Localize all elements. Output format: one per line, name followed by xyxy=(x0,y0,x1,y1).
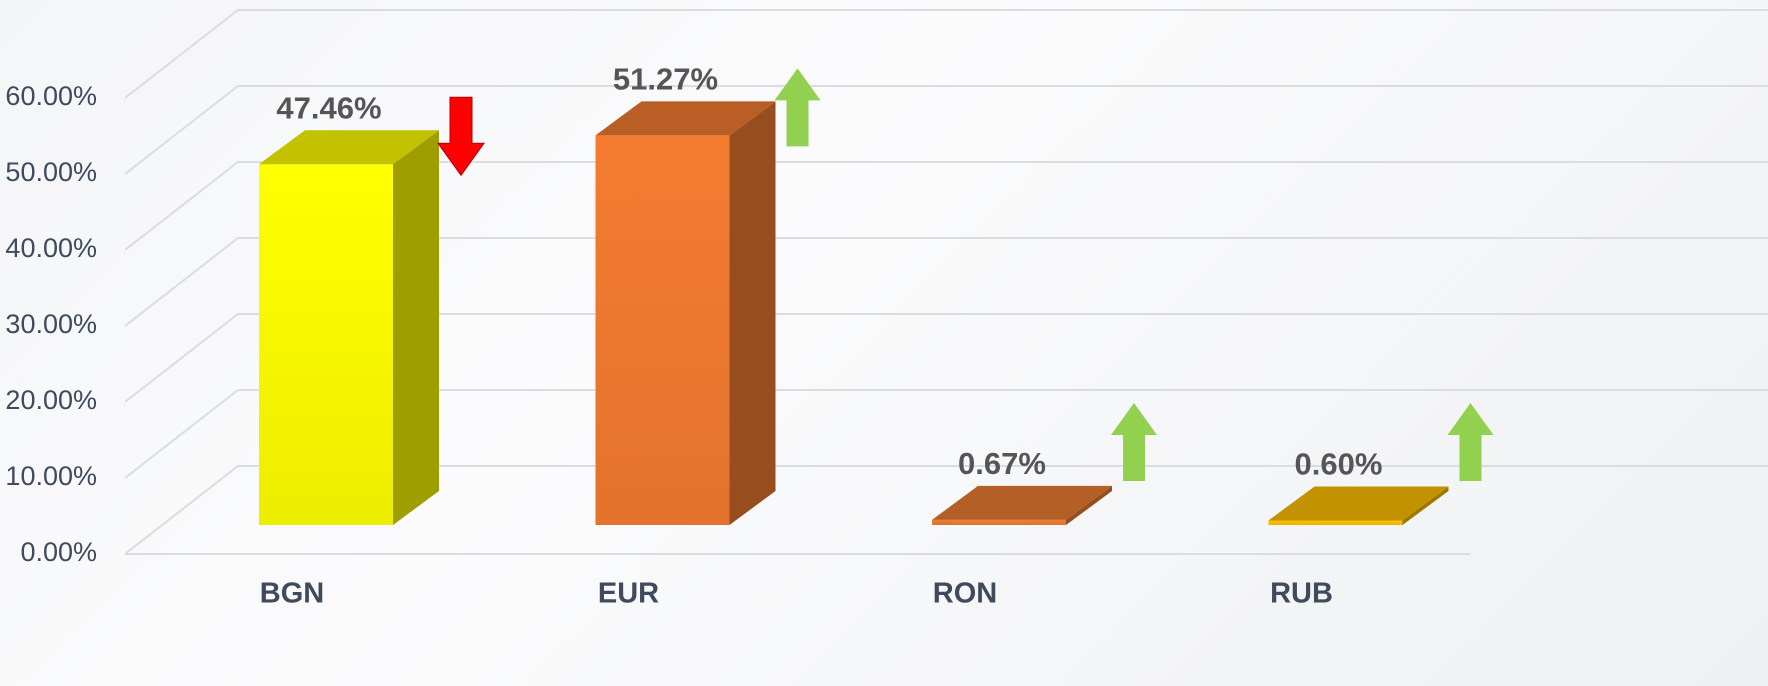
bar-top xyxy=(932,486,1112,520)
chart: 0.00% 10.00% 20.00% 30.00% 40.00% 50.00% 60.00… xyxy=(0,0,1768,686)
y-tick-label: 40.00% xyxy=(5,233,97,263)
trend-arrow xyxy=(438,97,484,175)
bar-front xyxy=(596,135,730,525)
bar-front xyxy=(932,520,1066,525)
trend-arrow xyxy=(775,68,821,146)
y-tick-label: 50.00% xyxy=(5,157,97,187)
y-tick-label: 60.00% xyxy=(5,81,97,111)
y-tick-label: 30.00% xyxy=(5,309,97,339)
value-label: 0.67% xyxy=(958,446,1046,481)
x-tick-label: EUR xyxy=(598,578,659,610)
page: 0.00% 10.00% 20.00% 30.00% 40.00% 50.00% 60.00… xyxy=(0,0,1768,686)
trend-arrow xyxy=(1111,403,1157,481)
trend-arrow xyxy=(1448,403,1494,481)
value-label: 51.27% xyxy=(613,62,718,97)
x-tick-label: RUB xyxy=(1270,578,1333,610)
x-tick-label: BGN xyxy=(260,578,324,610)
value-label: 47.46% xyxy=(276,90,381,125)
bar-side xyxy=(393,130,439,525)
value-label: 0.60% xyxy=(1295,447,1383,482)
x-tick-label: RON xyxy=(933,578,997,610)
bar-front xyxy=(1269,520,1403,525)
bar-side xyxy=(730,101,776,525)
grid-line xyxy=(125,10,1768,98)
y-tick-label: 20.00% xyxy=(5,385,97,415)
bar-top xyxy=(1269,486,1449,520)
y-tick-label: 0.00% xyxy=(20,537,97,567)
bar-front xyxy=(259,164,393,525)
y-tick-label: 10.00% xyxy=(5,461,97,491)
